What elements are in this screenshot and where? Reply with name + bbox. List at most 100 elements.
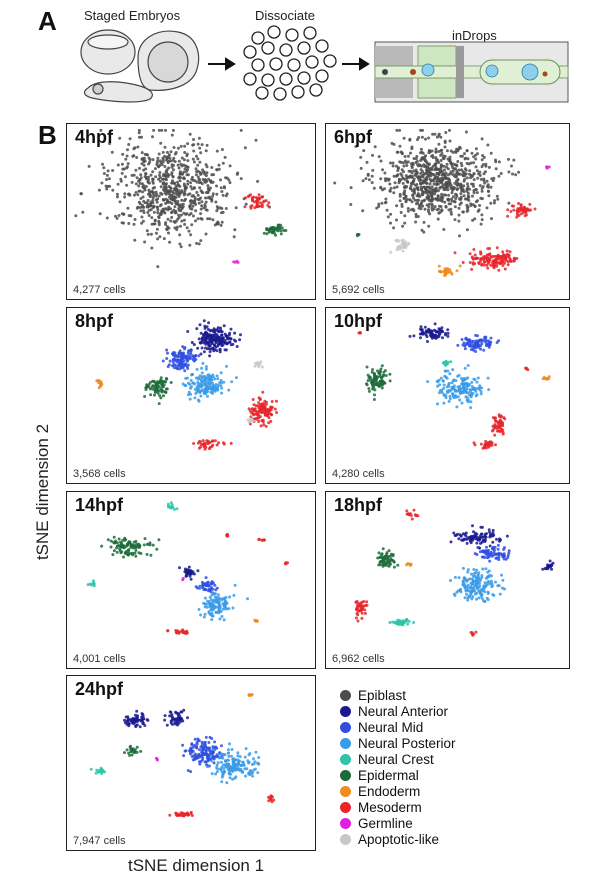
cluster-neural-posterior	[197, 583, 249, 622]
cell-point	[472, 568, 476, 571]
cell-point	[469, 541, 473, 545]
cell-point	[494, 443, 497, 447]
cell-point	[129, 552, 133, 555]
cell-point	[379, 563, 382, 567]
cell-point	[452, 531, 456, 535]
cell-point	[475, 553, 479, 556]
cell-point	[447, 382, 451, 386]
cell-point	[411, 194, 415, 198]
cell-point	[449, 186, 453, 190]
cluster-mesoderm	[469, 630, 478, 637]
cell-point	[412, 157, 416, 160]
cell-point	[232, 235, 236, 239]
cell-point	[403, 159, 407, 163]
cell-point	[362, 600, 366, 603]
cell-point	[480, 540, 484, 544]
cell-point	[176, 723, 179, 727]
cell-point	[179, 710, 183, 714]
cell-point	[262, 538, 266, 542]
cell-point	[473, 341, 477, 345]
cell-point	[220, 344, 224, 348]
cell-point	[127, 214, 131, 218]
cell-point	[207, 741, 211, 744]
cell-point	[159, 141, 163, 145]
cell-point	[138, 206, 142, 209]
cell-point	[453, 205, 457, 209]
cell-point	[229, 765, 233, 769]
cell-point	[494, 552, 498, 556]
tsne-panel-8hpf: 8hpf 3,568 cells	[66, 307, 316, 484]
cell-point	[243, 755, 247, 759]
cell-point	[454, 395, 458, 399]
cell-point	[166, 161, 170, 165]
cluster-neural-crest	[89, 766, 106, 775]
cell-point	[177, 213, 180, 217]
cell-point	[480, 165, 484, 169]
legend-label: Epidermal	[358, 768, 419, 783]
cell-point	[133, 238, 137, 242]
cell-point	[497, 268, 501, 272]
cell-point	[215, 443, 219, 447]
cell-point	[333, 181, 337, 185]
cell-point	[186, 351, 190, 355]
cell-point	[132, 173, 136, 177]
cell-point	[411, 161, 415, 165]
cell-point	[440, 326, 444, 330]
cell-point	[164, 188, 168, 192]
cell-point	[115, 192, 119, 196]
panel-a-letter: A	[38, 6, 57, 36]
cell-point	[456, 385, 460, 389]
cell-point	[517, 202, 521, 205]
cell-point	[448, 394, 452, 398]
cell-point	[547, 165, 551, 169]
cell-point	[194, 357, 198, 361]
cluster-epiblast	[333, 128, 521, 238]
cell-point	[491, 584, 494, 588]
cell-point	[433, 163, 437, 167]
cell-point	[231, 769, 235, 773]
cell-point	[204, 174, 208, 178]
cell-point	[167, 231, 170, 235]
cell-point	[392, 174, 396, 178]
cell-point	[442, 164, 446, 168]
cell-point	[74, 214, 78, 218]
cell-point	[219, 186, 223, 190]
cell-point	[229, 337, 233, 341]
step-label-staged-embryos: Staged Embryos	[84, 8, 181, 23]
cell-point	[204, 196, 207, 200]
cell-point	[416, 138, 419, 142]
cell-point	[458, 264, 462, 268]
legend-swatch	[340, 754, 351, 765]
cell-point	[162, 181, 166, 185]
cell-point	[473, 534, 477, 538]
cell-point	[180, 629, 184, 633]
cell-point	[120, 545, 124, 549]
cell-point	[510, 164, 513, 168]
cell-point	[222, 618, 226, 622]
cell-point	[491, 255, 495, 258]
cell-point	[189, 181, 193, 185]
cell-point	[170, 210, 174, 214]
cell-point	[460, 164, 464, 168]
cell-point	[487, 388, 491, 392]
cell-point	[405, 176, 409, 180]
cluster-neural-mid	[473, 543, 511, 563]
cell-point	[488, 544, 492, 548]
cell-point	[483, 181, 487, 185]
cell-point	[486, 570, 490, 574]
cell-point	[461, 566, 465, 570]
cell-point	[363, 608, 367, 612]
cell-point	[267, 201, 271, 205]
cell-point	[156, 156, 160, 160]
cell-point	[480, 158, 484, 162]
cell-point	[485, 545, 488, 549]
cell-point	[222, 186, 226, 190]
cell-point	[484, 439, 488, 443]
x-axis-label: tSNE dimension 1	[128, 856, 265, 875]
cell-point	[144, 172, 148, 176]
cell-point	[172, 199, 176, 202]
cell-point	[174, 219, 178, 223]
cell-point	[120, 171, 124, 175]
cell-point	[453, 218, 457, 222]
cell-point	[141, 219, 145, 223]
